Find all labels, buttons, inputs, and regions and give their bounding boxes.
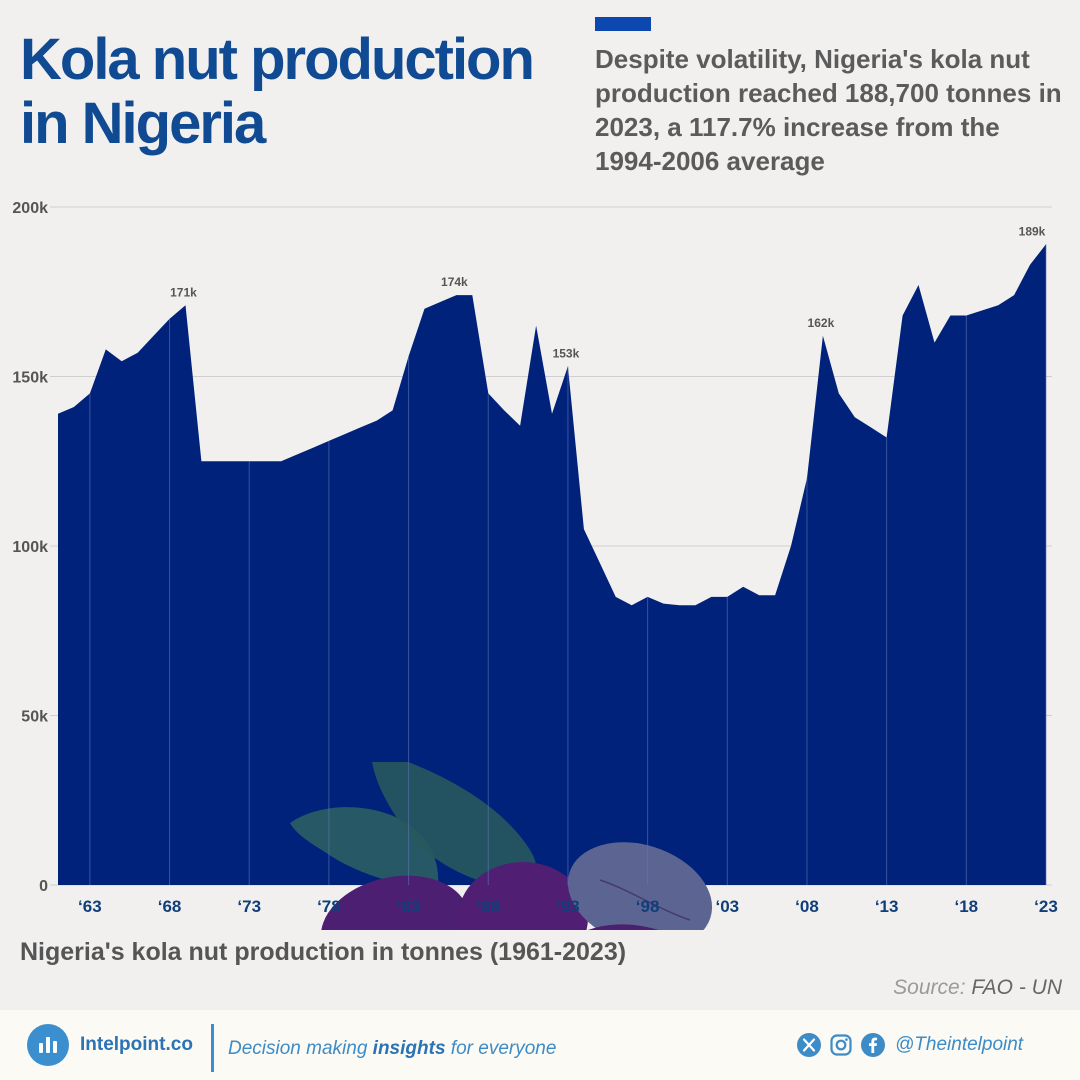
tick-guide-lines [89,244,1047,885]
x-tick-label: ‘88 [476,897,500,916]
chart-title: Kola nut production in Nigeria [20,27,535,156]
area-chart: 0 50k 100k 150k 200k ‘63 ‘68 ‘73 ‘78 ‘83 ‘88 ‘93 ‘9… [12,200,1058,930]
x-tick-label: ‘08 [795,897,819,916]
x-tick-label: ‘13 [875,897,899,916]
footer: Intelpoint.co Decision making insights f… [0,1010,1080,1080]
data-label: 162k [808,316,835,330]
data-label: 174k [441,275,468,289]
tagline-post: for everyone [445,1038,557,1059]
x-tick-label: ‘98 [636,897,660,916]
instagram-icon[interactable] [829,1033,853,1057]
x-tick-label: ‘83 [397,897,421,916]
kola-nut-2 [458,862,588,930]
source-name: FAO - UN [971,976,1062,999]
leaf-left [290,807,439,886]
x-tick-label: ‘73 [237,897,261,916]
chart-caption: Nigeria's kola nut production in tonnes … [20,938,627,966]
social-links: @Theintelpoint [797,1032,1023,1058]
x-tick-label: ‘78 [317,897,341,916]
data-label: 171k [170,285,197,299]
accent-bar [595,17,651,31]
x-tick-label: ‘93 [556,897,580,916]
x-tick-label: ‘23 [1034,897,1058,916]
social-handle[interactable]: @Theintelpoint [895,1034,1024,1055]
intelpoint-logo-icon [27,1024,69,1066]
tagline-pre: Decision making [228,1038,373,1059]
x-tick-label: ‘18 [955,897,979,916]
data-label: 153k [553,346,580,360]
peak-annotations: 171k 174k 153k 162k 189k [170,224,1046,360]
footer-divider [211,1024,214,1072]
y-tick-label: 0 [39,878,48,895]
y-tick-label: 200k [12,200,48,217]
kola-nut-3 [567,842,713,930]
x-tick-label: ‘63 [78,897,102,916]
source-note: Source: FAO - UN [893,976,1062,1000]
facebook-icon[interactable] [861,1033,885,1057]
production-area [58,244,1046,886]
x-tick-label: ‘03 [715,897,739,916]
y-tick-label: 150k [12,370,48,387]
source-prefix: Source: [893,976,972,999]
tagline-bold: insights [372,1038,446,1059]
brand-name[interactable]: Intelpoint.co [80,1034,193,1055]
y-tick-label: 50k [21,709,48,726]
leaf-right [372,762,537,889]
data-label: 189k [1019,224,1046,238]
x-axis-ticks: ‘63 ‘68 ‘73 ‘78 ‘83 ‘88 ‘93 ‘98 ‘03 ‘08 ‘13 ‘18 ‘23 [78,897,1058,916]
x-icon[interactable] [797,1033,821,1057]
kola-nut-1 [320,875,470,930]
chart-subtitle: Despite volatility, Nigeria's kola nut p… [595,44,1062,176]
tagline: Decision making insights for everyone [228,1038,556,1060]
y-axis-ticks: 0 50k 100k 150k 200k [12,200,48,895]
kola-nut-illustration [290,762,716,930]
x-tick-label: ‘68 [158,897,182,916]
y-tick-label: 100k [12,539,48,556]
